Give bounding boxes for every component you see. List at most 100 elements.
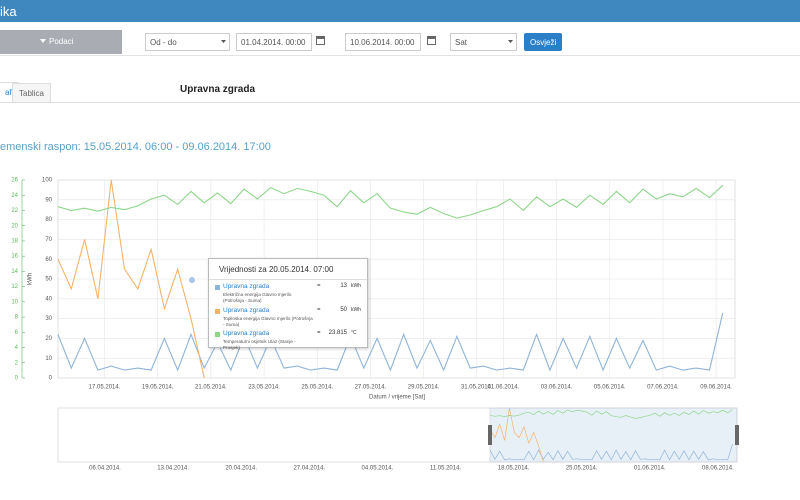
y-tick-label: 20 [45,336,52,342]
tooltip-value: 13 [340,283,347,289]
y2-tick-label: 8 [15,315,19,321]
tooltip-desc: Temperaturni osjetnik Ulaz (Stanje - Pro… [223,339,296,350]
tooltip-eq: = [317,283,321,289]
date-from[interactable]: 01.04.2014. 00:00 [236,33,312,51]
calendar-icon[interactable] [427,36,436,45]
y-tick-label: 80 [45,217,52,223]
date-to[interactable]: 10.06.2014. 00:00 [345,33,421,51]
y-axis-title: kWh [28,273,34,285]
x-tick-label: 25.05.2014. [301,385,333,391]
tooltip-title: Vrijednosti za 20.05.2014. 07:00 [219,265,334,274]
x-tick-label: 23.05.2014. [248,385,280,391]
navigator-label: 06.04.2014. [89,466,121,472]
page-title: Upravna zgrada [180,84,256,95]
x-tick-label: 09.06.2014. [700,385,732,391]
series-line [489,409,733,419]
series-line [57,179,205,379]
x-tick-label: 07.06.2014. [647,385,679,391]
data-button[interactable]: Podaci [0,30,122,54]
y2-tick-label: 0 [15,376,19,382]
navigator-label: 11.05.2014. [430,466,462,472]
interval-select[interactable]: Sat [450,33,517,51]
navigator-label: 27.04.2014. [293,466,325,472]
series-line [489,444,733,461]
navigator-label: 25.05.2014. [566,466,598,472]
navigator-label: 04.05.2014. [362,466,394,472]
refresh-button[interactable]: Osvježi [524,33,563,51]
y-tick-label: 50 [45,277,52,283]
x-tick-label: 03.06.2014. [541,385,573,391]
y2-tick-label: 20 [11,223,18,229]
tooltip-value: 23.815 [328,330,347,336]
tooltip-name: Upravna zgrada [223,283,270,290]
y-tick-label: 40 [45,296,52,302]
tooltip-eq: = [317,330,321,336]
series-line [57,184,724,219]
tab-border [0,102,800,103]
navigator-label: 01.06.2014. [634,466,666,472]
navigator-label: 20.04.2014. [225,466,257,472]
tooltip: Vrijednosti za 20.05.2014. 07:00 Upravna… [208,258,368,350]
legend-swatch [215,285,220,290]
tooltip-unit: kWh [351,306,361,313]
navigator-handle [488,425,492,445]
date-from-value: 01.04.2014. 00:00 [241,38,306,47]
series-line [489,407,544,463]
x-tick-label: 21.05.2014. [195,385,227,391]
y2-tick-label: 12 [11,284,18,290]
navigator [57,407,738,463]
app-header: ika [0,0,800,22]
hover-marker [188,276,196,284]
range-select-label: Od - do [150,38,177,47]
navigator-label: 18.05.2014. [498,466,530,472]
navigator-label: 13.04.2014. [157,466,189,472]
tooltip-name: Upravna zgrada [223,330,270,337]
navigator-label: 08.06.2014. [702,466,734,472]
y-tick-label: 0 [49,376,53,382]
y-tick-label: 90 [45,197,52,203]
y2-tick-label: 18 [11,239,18,245]
y2-tick-label: 6 [15,330,19,336]
y2-tick-label: 10 [11,299,18,305]
y-tick-label: 10 [45,356,52,362]
x-tick-label: 17.05.2014. [89,385,121,391]
interval-select-label: Sat [455,38,468,47]
calendar-icon[interactable] [316,36,325,45]
x-tick-label: 31.05.2014. [461,385,493,391]
x-tick-label: 05.06.2014. [594,385,626,391]
date-to-value: 10.06.2014. 00:00 [350,38,415,47]
x-tick-label: 27.05.2014. [355,385,387,391]
y-tick-label: 70 [45,237,52,243]
tooltip-desc: Električna energija Glavno mjerilo (Potr… [223,292,292,303]
y2-tick-label: 2 [15,360,19,366]
tooltip-value: 50 [340,306,347,313]
navigator-handle [735,425,739,445]
tooltip-unit: °C [351,330,357,336]
y2-tick-label: 22 [11,208,18,214]
legend-swatch [215,308,220,314]
range-text: emenski raspon: 15.05.2014. 06:00 - 09.0… [0,141,271,153]
x-axis-title: Datum / vrijeme [Sat] [369,395,425,401]
navigator-selection [489,407,738,463]
tooltip-unit: kWh [351,283,361,289]
y2-tick-label: 14 [11,269,18,275]
tooltip-desc: Toplinska energija Glavno mjerilo (Potro… [223,315,313,327]
range-select[interactable]: Od - do [145,33,230,51]
tooltip-divider [209,279,367,280]
y2-tick-label: 26 [11,178,18,184]
tooltip-name: Upravna zgrada [223,306,270,314]
y-tick-label: 30 [45,316,52,322]
divider [0,55,800,56]
tab[interactable]: Tablica [12,83,51,103]
y-tick-label: 60 [45,257,52,263]
series-line [57,312,724,372]
y-tick-label: 100 [42,178,53,184]
y2-tick-label: 24 [11,193,18,199]
y2-tick-label: 4 [15,345,19,351]
y2-tick-label: 16 [11,254,18,260]
x-tick-label: 01.06.2014. [488,385,520,391]
data-button-label: Podaci [49,37,74,46]
legend-swatch [215,332,220,337]
